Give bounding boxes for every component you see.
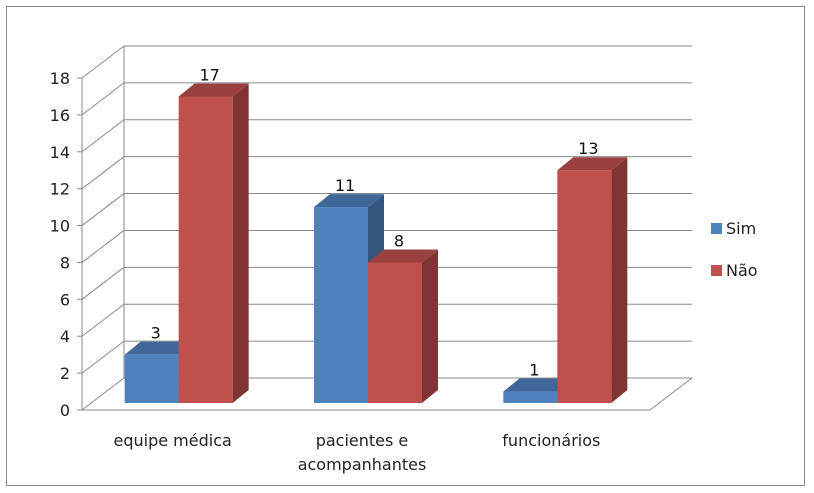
category-label-line: pacientes e (316, 431, 409, 450)
legend-item-não: Não (711, 261, 758, 280)
y-tick-label: 12 (50, 180, 70, 199)
y-tick-label: 18 (50, 69, 70, 88)
bar-não-1 (368, 249, 438, 403)
grid-side-line (81, 193, 125, 226)
category-label: funcionários (502, 431, 600, 450)
bar-top (368, 249, 438, 263)
data-label: 3 (151, 324, 161, 343)
bar-front (368, 262, 422, 403)
y-tick-label: 16 (50, 106, 70, 125)
data-label: 17 (199, 65, 219, 84)
bar-side (611, 157, 628, 403)
data-label: 1 (529, 361, 539, 380)
grid-side-line (81, 303, 125, 337)
y-tick-label: 14 (50, 143, 70, 162)
bar-top (557, 157, 628, 171)
data-label: 11 (335, 176, 355, 195)
y-axis-ticks: 0 2 4 6 8 10 12 14 16 18 (50, 69, 82, 420)
bar-front (314, 207, 368, 403)
y-tick-label: 6 (60, 290, 70, 309)
category-label-line: funcionários (502, 431, 600, 450)
bar-front (178, 96, 233, 403)
legend-swatch (711, 265, 722, 276)
legend-swatch (711, 223, 722, 234)
bar-side (422, 249, 438, 403)
grid-side-line (81, 156, 125, 190)
data-label: 13 (578, 139, 598, 158)
x-axis-categories: equipe médica pacientes e acompanhantes fun… (114, 431, 601, 474)
category-label: pacientes e acompanhantes (298, 431, 427, 474)
y-tick-label: 0 (60, 401, 70, 420)
chart-walls (81, 46, 693, 411)
y-tick-label: 10 (50, 217, 70, 236)
grid-side-line (81, 119, 125, 153)
grid-side-line (81, 45, 125, 79)
bar-top (178, 83, 249, 97)
y-tick-label: 4 (60, 327, 70, 346)
category-label-line: acompanhantes (298, 455, 427, 474)
legend-label: Não (726, 261, 758, 280)
grid-side-line (81, 377, 125, 411)
floor-edge (649, 377, 693, 411)
data-labels: 3 17 11 8 1 13 (151, 65, 599, 379)
grid-side-line (81, 340, 125, 374)
bars (124, 83, 628, 403)
data-label: 8 (394, 231, 404, 250)
bar-não-0 (178, 83, 249, 403)
bar-front (557, 170, 612, 403)
category-label: equipe médica (114, 431, 232, 450)
grid-side-line (81, 230, 125, 263)
legend-item-sim: Sim (711, 219, 756, 238)
bar-não-2 (557, 157, 628, 403)
bar-front (124, 354, 179, 403)
y-tick-label: 8 (60, 253, 70, 272)
grid-side-line (81, 266, 125, 300)
legend-label: Sim (726, 219, 756, 238)
grid-side-line (81, 82, 125, 116)
bar-top (314, 194, 384, 208)
bar-side (232, 83, 249, 403)
legend: Sim Não (711, 219, 758, 280)
category-label-line: equipe médica (114, 431, 232, 450)
chart-frame (6, 6, 805, 486)
y-tick-label: 2 (60, 364, 70, 383)
bar-top (124, 341, 195, 355)
bar-top (503, 378, 574, 392)
bar-front (503, 391, 558, 403)
